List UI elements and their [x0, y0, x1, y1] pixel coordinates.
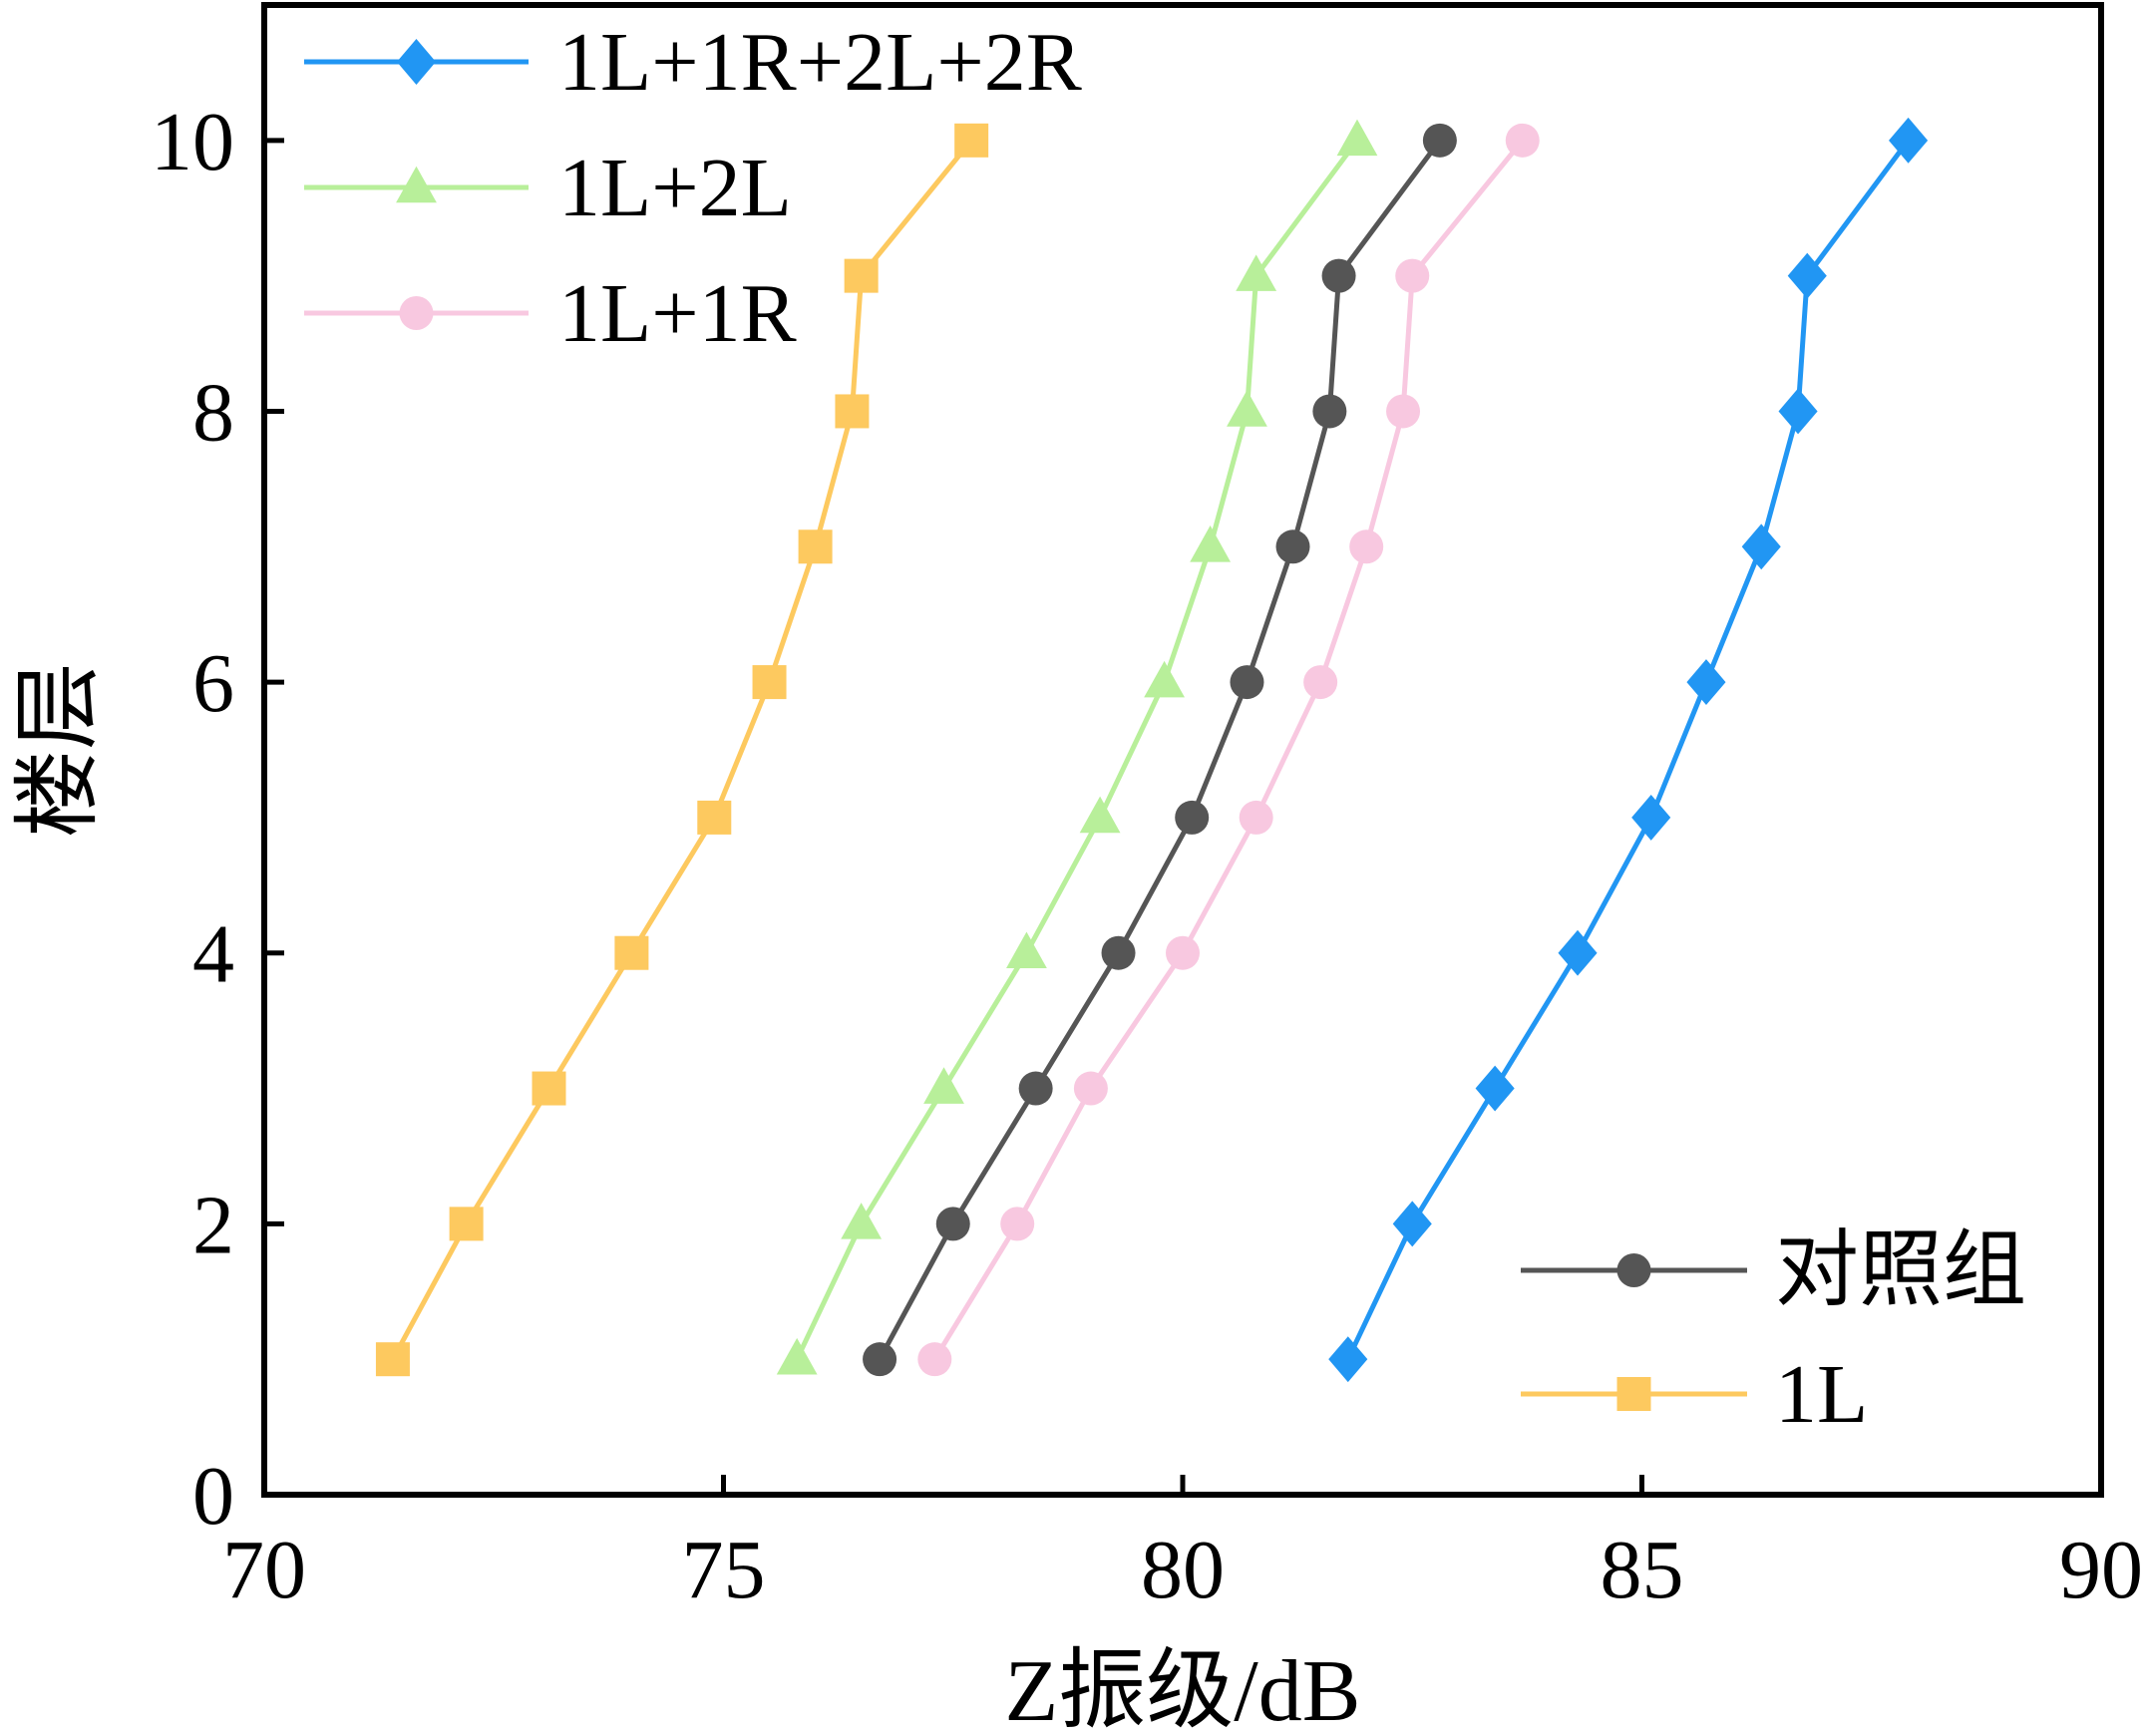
data-point: [449, 1207, 484, 1241]
data-point: [1079, 796, 1121, 834]
data-point: [917, 1342, 952, 1377]
data-point: [1275, 529, 1310, 564]
data-point: [1018, 1071, 1053, 1106]
data-point: [844, 258, 879, 293]
legend-swatch-marker: [396, 39, 437, 85]
data-point: [1395, 258, 1430, 293]
legend-label: 1L+1R: [558, 267, 797, 360]
legend-swatch-marker: [399, 296, 434, 330]
data-point: [1144, 660, 1185, 698]
legend-label: 1L+1R+2L+2R: [558, 16, 1082, 109]
legend-entry: 1L+1R: [304, 267, 797, 360]
data-point: [1006, 931, 1047, 969]
legend: 1L+1R+2L+2R 1L+2L 1L+1R 对照组 1L: [304, 16, 2026, 1441]
data-point: [1227, 390, 1267, 427]
data-point: [1239, 800, 1273, 835]
data-point: [1386, 394, 1421, 429]
series-line: [794, 139, 1359, 1361]
data-point: [1073, 1071, 1108, 1106]
data-point: [923, 1067, 964, 1104]
y-axis-title: 楼层: [11, 662, 108, 838]
data-point: [1392, 1201, 1432, 1247]
y-tick-label: 8: [192, 366, 234, 459]
legend-swatch-marker: [1616, 1377, 1651, 1411]
legend-label: 对照组: [1775, 1224, 2026, 1317]
legend-label: 1L+2L: [558, 142, 792, 234]
data-point: [1236, 254, 1277, 291]
data-point: [1505, 123, 1540, 158]
y-tick-label: 0: [192, 1450, 234, 1543]
data-point: [614, 935, 649, 970]
x-tick-label: 75: [682, 1524, 766, 1616]
data-point: [1101, 935, 1136, 970]
legend-entry: 1L+1R+2L+2R: [304, 16, 1082, 109]
legend-entry: 1L+2L: [304, 142, 792, 234]
data-point: [1422, 123, 1457, 158]
legend-entry: 1L: [1521, 1348, 1868, 1441]
y-tick-label: 4: [192, 908, 234, 1001]
data-point: [1889, 117, 1929, 164]
series-layer: [375, 117, 1929, 1383]
data-point: [863, 1342, 897, 1377]
x-tick-label: 80: [1141, 1524, 1225, 1616]
data-point: [1303, 665, 1338, 700]
series-2: [917, 123, 1540, 1377]
data-point: [1190, 525, 1232, 562]
data-point: [1000, 1207, 1035, 1241]
x-tick-label: 70: [222, 1524, 306, 1616]
series-4: [375, 123, 989, 1377]
data-point: [1312, 394, 1347, 429]
data-point: [835, 394, 870, 429]
data-point: [532, 1071, 566, 1106]
data-point: [1787, 252, 1827, 299]
legend-label: 1L: [1775, 1348, 1868, 1441]
x-tick-label: 85: [1601, 1524, 1684, 1616]
series-line: [1345, 139, 1911, 1361]
data-point: [1230, 665, 1264, 700]
series-0: [1328, 117, 1929, 1383]
series-3: [863, 123, 1457, 1377]
data-point: [1778, 388, 1818, 435]
series-line: [932, 139, 1525, 1361]
axis-ticks: 70 75 80 85 90 0 2 4 6 8 10: [151, 96, 2143, 1616]
data-point: [1475, 1065, 1515, 1112]
data-point: [1349, 529, 1384, 564]
series-line: [877, 139, 1442, 1361]
series-1: [776, 119, 1378, 1375]
data-point: [1328, 1336, 1368, 1383]
y-tick-label: 6: [192, 637, 234, 730]
data-point: [935, 1207, 970, 1241]
data-point: [1336, 119, 1378, 157]
legend-swatch-marker: [396, 166, 437, 203]
data-point: [841, 1203, 883, 1239]
data-point: [1686, 659, 1726, 706]
x-axis-title: Z振级/dB: [1005, 1643, 1361, 1736]
data-point: [954, 123, 989, 158]
data-point: [752, 665, 787, 700]
legend-entry: 对照组: [1521, 1224, 2026, 1317]
data-point: [1631, 794, 1671, 841]
y-tick-label: 2: [192, 1179, 234, 1271]
data-point: [1741, 523, 1781, 570]
series-line: [390, 139, 974, 1361]
data-point: [1166, 935, 1200, 970]
data-point: [697, 800, 732, 835]
data-point: [776, 1337, 818, 1375]
data-point: [375, 1342, 410, 1377]
data-point: [798, 529, 833, 564]
data-point: [1175, 800, 1210, 835]
data-point: [1558, 929, 1598, 976]
legend-swatch-marker: [1616, 1253, 1651, 1287]
data-point: [1321, 258, 1356, 293]
y-tick-label: 10: [151, 96, 234, 188]
x-tick-label: 90: [2059, 1524, 2143, 1616]
